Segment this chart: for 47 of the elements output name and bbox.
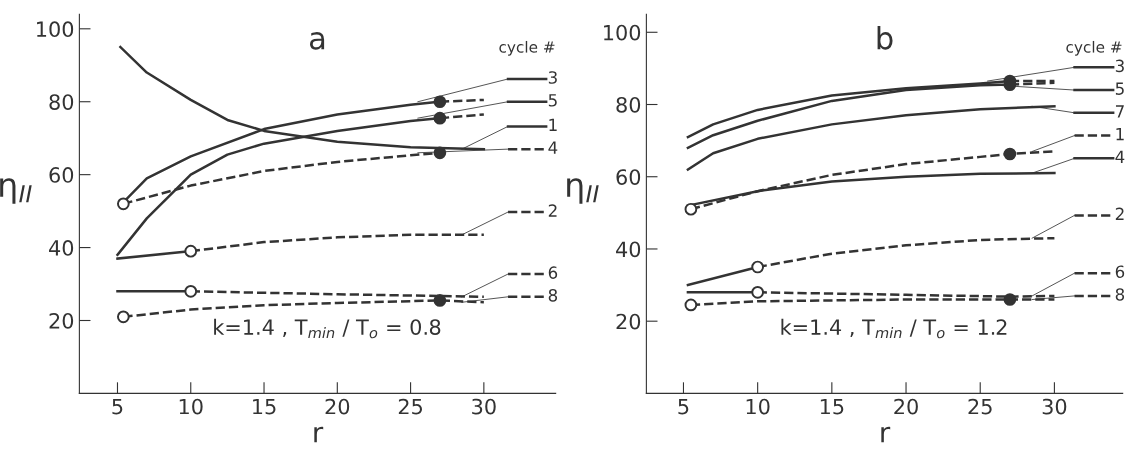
y-tick-label: 20 <box>49 312 74 329</box>
legend-label: 2 <box>548 204 557 217</box>
x-tick-label: 10 <box>179 398 203 415</box>
y-tick-label: 80 <box>616 96 641 113</box>
annotation: k=1.4 , T$_{min}$ / T$_{o}$ = 1.2 <box>781 318 1007 339</box>
x-tick-label: 20 <box>325 398 350 415</box>
legend-label: 5 <box>548 94 557 107</box>
legend-title: cycle # <box>499 40 555 56</box>
legend-label: 7 <box>1115 105 1124 118</box>
legend-label: 4 <box>548 141 558 154</box>
legend-label: 8 <box>548 289 558 302</box>
legend-label: 4 <box>1115 150 1125 163</box>
x-tick-label: 5 <box>112 398 123 415</box>
x-tick-label: 5 <box>678 398 689 415</box>
legend-label: 1 <box>549 118 557 131</box>
y-tick-label: 20 <box>616 313 641 330</box>
annotation: k=1.4 , T$_{min}$ / T$_{o}$ = 0.8 <box>214 318 441 339</box>
y-tick-label: 100 <box>37 21 74 38</box>
x-tick-label: 20 <box>894 398 918 415</box>
y-tick-label: 60 <box>49 167 74 183</box>
y-axis-title: η$_{II}$ <box>567 178 599 204</box>
legend-label: 1 <box>1116 128 1124 141</box>
chart-title: a <box>309 32 325 50</box>
y-tick-label: 40 <box>49 240 74 256</box>
x-tick-label: 30 <box>1042 398 1067 415</box>
legend-label: 6 <box>1115 265 1125 278</box>
x-tick-label: 10 <box>746 398 770 415</box>
legend-label: 3 <box>548 71 557 84</box>
x-tick-label: 30 <box>472 398 496 415</box>
x-tick-label: 25 <box>968 398 992 415</box>
x-tick-label: 15 <box>820 398 844 415</box>
chart-title: b <box>877 25 893 50</box>
legend-title: cycle # <box>1066 40 1122 56</box>
y-tick-label: 80 <box>49 94 74 110</box>
x-axis-title: r <box>314 426 324 443</box>
y-tick-label: 60 <box>616 169 641 185</box>
legend-label: 2 <box>1115 207 1124 220</box>
y-axis-title: η$_{II}$ <box>0 178 32 204</box>
y-tick-label: 100 <box>604 24 641 41</box>
legend-label: 3 <box>1115 59 1124 73</box>
x-axis-title: r <box>881 426 891 443</box>
y-tick-label: 40 <box>616 241 641 258</box>
legend-label: 8 <box>1115 288 1125 301</box>
x-tick-label: 25 <box>398 398 423 415</box>
legend-label: 6 <box>548 266 558 279</box>
x-tick-label: 15 <box>253 398 276 415</box>
legend-label: 5 <box>1115 82 1124 95</box>
